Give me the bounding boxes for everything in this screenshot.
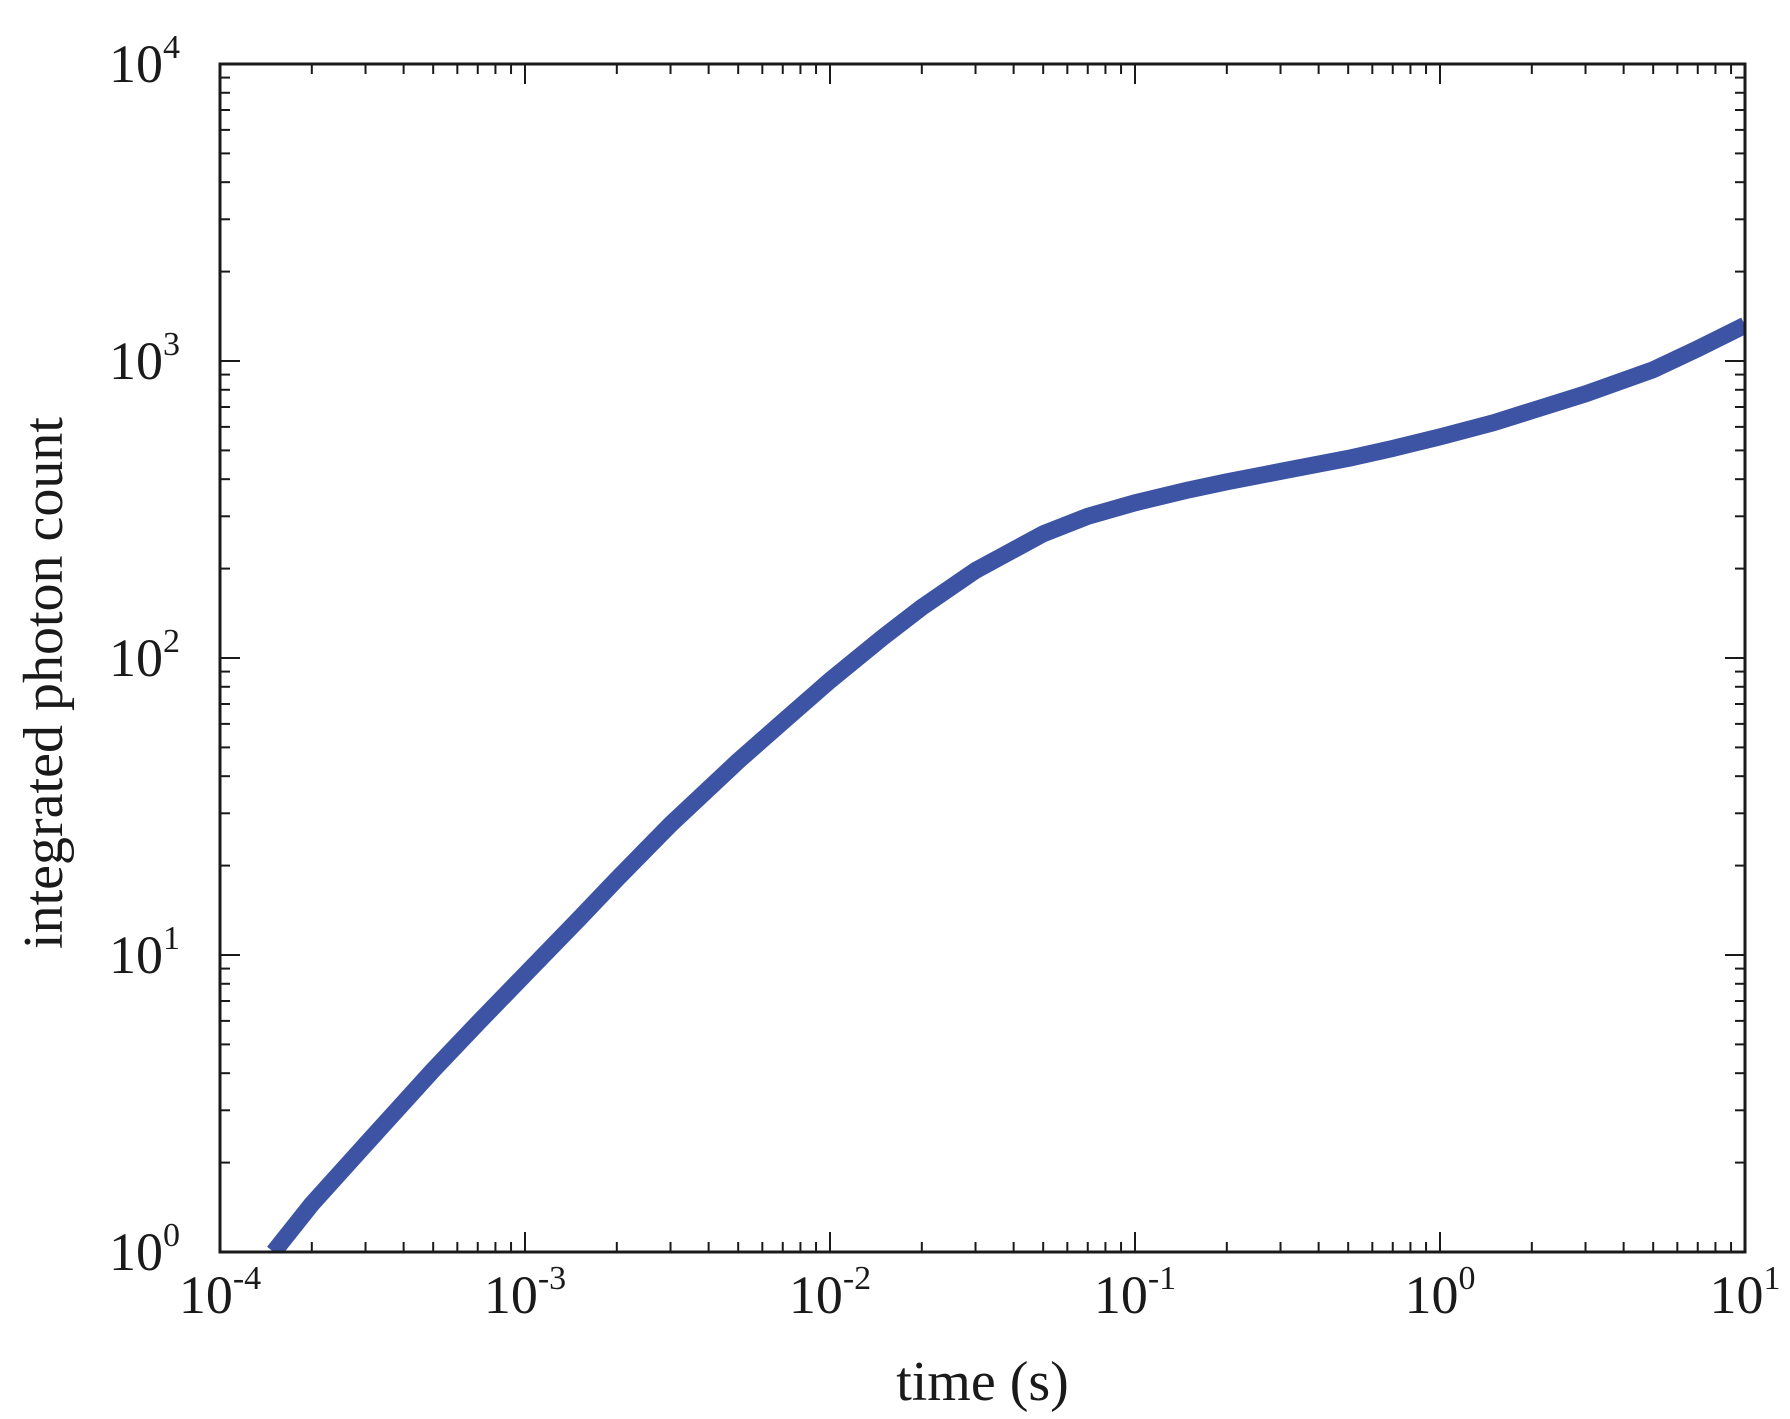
x-tick-label: 100 [1405,1260,1476,1325]
plot-frame [218,62,1747,1254]
x-tick-label: 101 [1710,1260,1781,1325]
x-tick-label: 10-4 [179,1260,261,1325]
x-axis-title: time (s) [896,1351,1069,1413]
y-tick-label: 103 [109,326,180,391]
x-tick-label: 10-2 [789,1260,871,1325]
y-tick-label: 101 [109,920,180,985]
x-tick-label: 10-1 [1094,1260,1176,1325]
x-tick-label: 10-3 [484,1260,566,1325]
y-tick-label: 102 [109,623,180,688]
y-tick-label: 100 [109,1217,180,1282]
labels-layer: 10-4 10-3 10-2 10-1 100 101 100 101 102 103 104 [109,29,1781,1325]
series-layer [267,317,1745,1252]
y-tick-label: 104 [109,29,180,94]
y-axis-title: integrated photon count [13,417,75,949]
series-line-0 [267,317,1745,1252]
ticks-layer [219,63,1746,1253]
